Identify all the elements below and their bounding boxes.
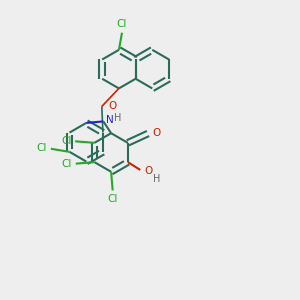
Text: H: H bbox=[114, 113, 121, 123]
Text: Cl: Cl bbox=[61, 159, 72, 169]
Text: H: H bbox=[153, 174, 161, 184]
Text: O: O bbox=[152, 128, 160, 138]
Text: Cl: Cl bbox=[61, 136, 71, 146]
Text: O: O bbox=[108, 100, 116, 110]
Text: Cl: Cl bbox=[107, 194, 118, 204]
Text: Cl: Cl bbox=[117, 19, 127, 29]
Text: N: N bbox=[106, 115, 113, 125]
Text: O: O bbox=[144, 166, 152, 176]
Text: Cl: Cl bbox=[37, 143, 47, 153]
